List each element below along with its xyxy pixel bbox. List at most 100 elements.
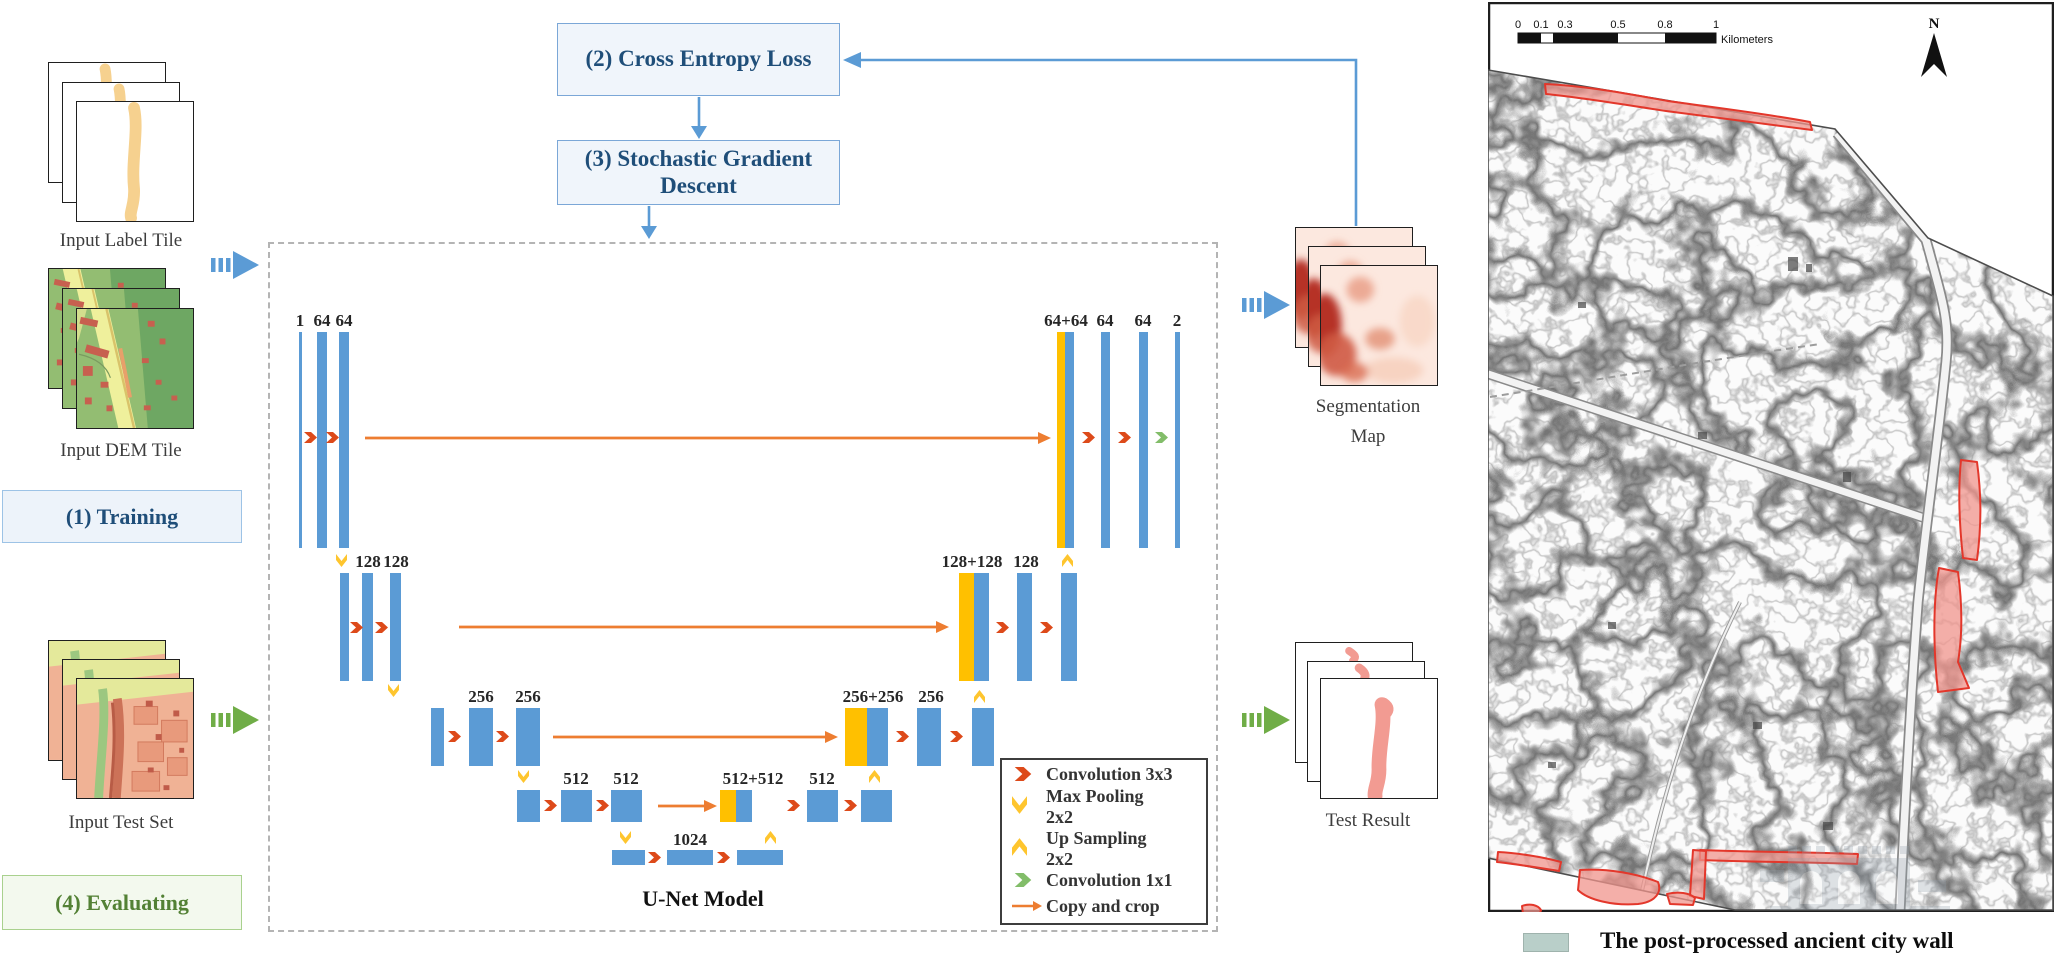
cross-entropy-label: (2) Cross Entropy Loss [585,46,812,72]
evaluating-stage-box: (4) Evaluating [2,875,242,930]
unet-bottleneck: 1024 [612,830,783,865]
segmentation-map-caption-line1: Segmentation [1315,396,1421,417]
legend-row-copycrop: Copy and crop [1012,896,1206,918]
result-tile-front [1320,678,1438,799]
svg-text:512+512: 512+512 [723,769,784,788]
test-result-arrow [1242,706,1290,734]
wall-segment-left-band [1496,851,1562,872]
svg-text:64: 64 [314,311,332,330]
legend-label-upsample-1: Up Sampling [1046,828,1147,848]
copy-crop-arrows [365,436,1038,808]
svg-text:2: 2 [1173,311,1182,330]
unet-enc-level3: 256 256 [431,687,541,783]
training-stage-box: (1) Training [2,490,242,543]
svg-text:1024: 1024 [673,830,708,849]
svg-text:64: 64 [1097,311,1115,330]
wall-segment-bottom-blob [1577,868,1661,906]
cross-entropy-box: (2) Cross Entropy Loss [557,23,840,96]
unet-title: U-Net Model [642,886,764,911]
legend-row-conv3: Convolution 3x3 [1012,764,1206,786]
ancient-city-map: 0 0.1 0.3 0.5 0.8 1 Kilometers N [1488,2,2054,912]
svg-text:0.1: 0.1 [1533,19,1548,31]
test-input-arrow [211,706,259,734]
svg-text:512: 512 [809,769,835,788]
input-test-set-caption: Input Test Set [68,812,174,833]
unet-dec-level4: 512+512 512 [720,769,892,822]
sgd-label-line1: (3) Stochastic Gradient [584,146,813,172]
map-scale-bar: 0 0.1 0.3 0.5 0.8 1 Kilometers [1515,19,1774,46]
svg-text:0.5: 0.5 [1610,19,1625,31]
north-arrow-icon: N [1921,16,1947,77]
legend-label-maxpool-2: 2x2 [1046,807,1073,827]
svg-text:128+128: 128+128 [942,552,1003,571]
svg-text:0.3: 0.3 [1557,19,1572,31]
north-label: N [1929,16,1940,32]
svg-text:128: 128 [355,552,381,571]
unet-enc-level1: 1 64 64 [296,311,353,567]
legend-label-copycrop: Copy and crop [1046,896,1160,916]
unet-dashed-frame [268,242,1218,932]
input-label-tile-caption: Input Label Tile [59,230,183,251]
training-stage-label: (1) Training [65,503,179,529]
label-tile-front [76,101,194,222]
segmap-tile-front [1320,265,1438,386]
map-scale-unit: Kilometers [1721,34,1773,46]
feedback-arrow [843,52,1358,226]
svg-text:0: 0 [1515,19,1521,31]
svg-text:0.8: 0.8 [1657,19,1672,31]
wall-segment-top [1544,83,1813,131]
unet-dec-level1: 64+64 64 64 2 [1044,311,1181,548]
svg-text:1: 1 [296,311,305,330]
svg-text:64: 64 [336,311,354,330]
legend-label-conv1: Convolution 1x1 [1046,870,1173,890]
svg-text:512: 512 [563,769,589,788]
wall-segment-bottom-small [1666,891,1696,906]
map-roads [1488,129,1953,910]
sgd-label-line2: Descent [660,172,737,198]
wall-segment-bottom-vertical [1689,849,1707,900]
copy-and-crop-icon [1012,896,1046,918]
unet-legend-box: Convolution 3x3 Max Pooling 2x2 Up Sampl… [1000,758,1208,925]
unet-dec-level3: 256+256 256 [843,687,994,766]
svg-text:64+64: 64+64 [1044,311,1088,330]
unet-dec-level2: 128+128 128 [942,552,1077,681]
cel-to-sgd-arrow [691,97,707,139]
copy-crop-arrowheads [704,432,1051,812]
wall-segment-bottom-band [1699,849,1859,865]
wall-legend-label: The post-processed ancient city wall [1600,928,1954,953]
svg-text:256: 256 [468,687,494,706]
legend-row-upsample: Up Sampling 2x2 [1012,828,1206,870]
svg-text:256: 256 [918,687,944,706]
wall-legend-swatch [1523,933,1569,952]
max-pooling-icon [1012,786,1046,819]
evaluating-stage-label: (4) Evaluating [55,889,189,915]
wall-segment-left-tiny [1521,903,1542,912]
test-tile-front [76,678,194,799]
unet-enc-level2: 128 128 [340,552,409,697]
svg-text:128: 128 [1013,552,1039,571]
training-input-arrow [211,251,259,279]
legend-label-conv3: Convolution 3x3 [1046,764,1173,784]
convolution-1x1-icon [1012,870,1046,892]
sgd-to-unet-arrow [641,206,657,239]
sgd-box: (3) Stochastic Gradient Descent [557,140,840,205]
segmentation-map-caption-line2: Map [1350,426,1386,447]
map-wall-segments [1496,83,1982,912]
wall-segment-right-lower [1933,567,1970,693]
svg-text:256: 256 [515,687,541,706]
conv1x1-chevron [1155,432,1168,443]
dem-tile-front [76,308,194,429]
unet-enc-level4: 512 512 [517,769,642,844]
svg-text:1: 1 [1713,19,1719,31]
convolution-3x3-icon [1012,764,1046,786]
map-watermark-building [1760,846,1950,910]
svg-text:64: 64 [1135,311,1153,330]
segmentation-output-arrow [1242,291,1290,319]
up-sampling-icon [1012,828,1046,861]
svg-text:256+256: 256+256 [843,687,904,706]
wall-segment-right-upper [1958,459,1982,561]
svg-text:512: 512 [613,769,639,788]
svg-text:128: 128 [383,552,409,571]
